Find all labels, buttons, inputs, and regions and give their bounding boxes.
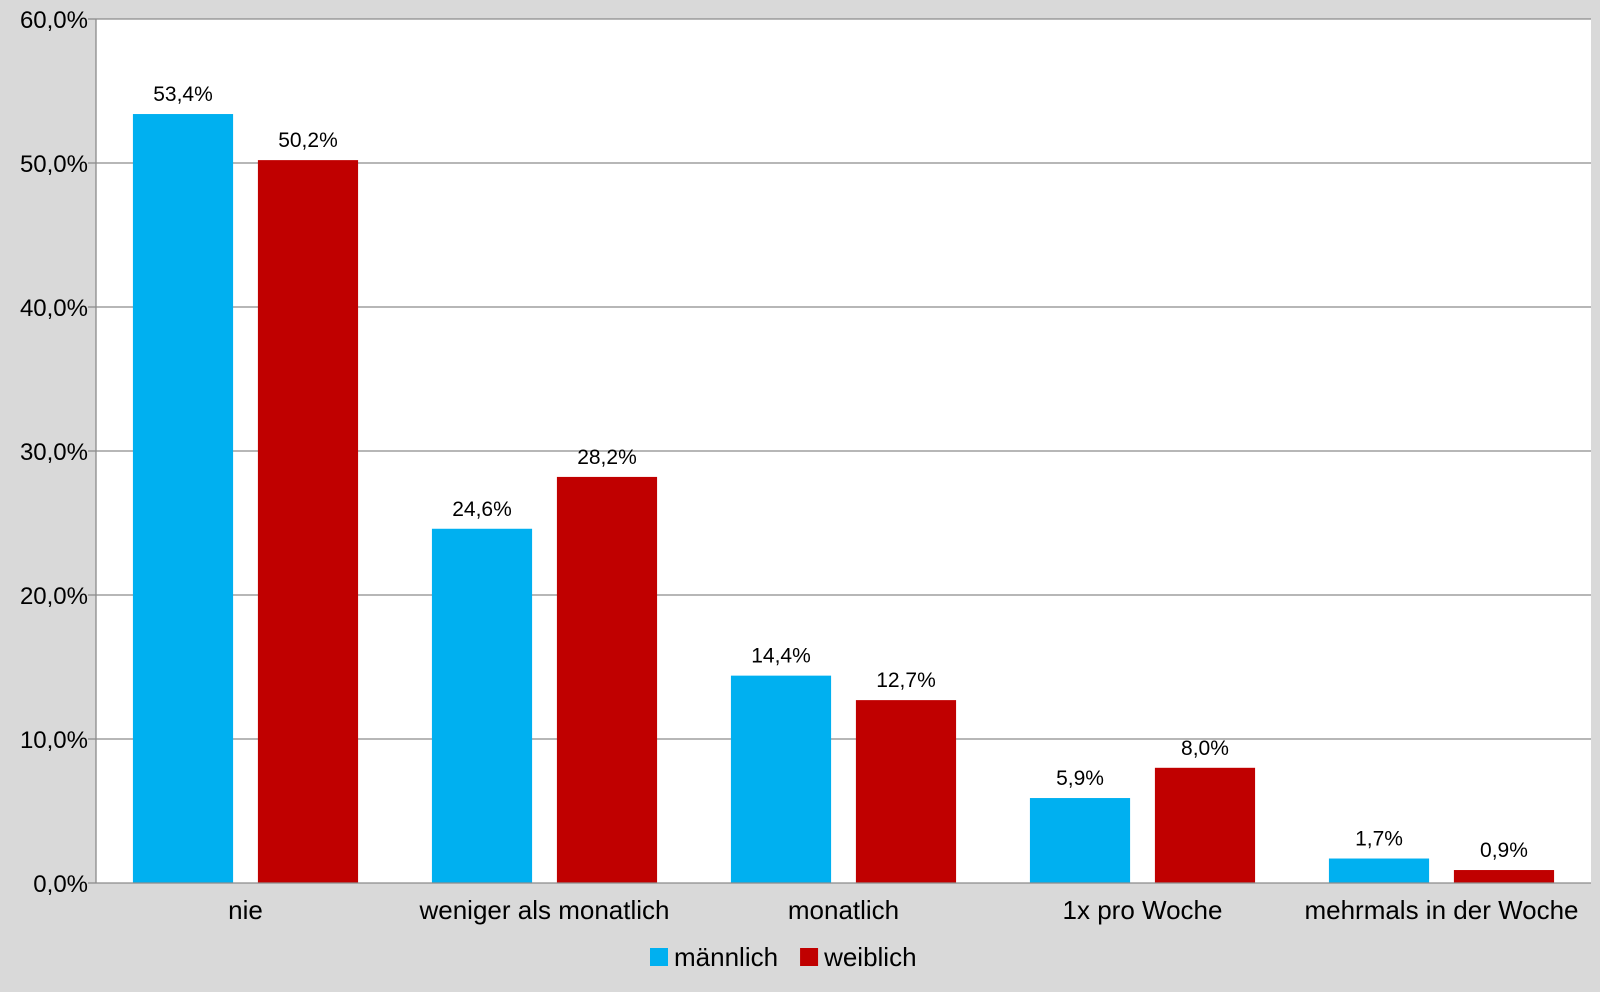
axes: 0,0% 10,0% 20,0% 30,0% 40,0% 50,0% 60,0% nie wen…	[20, 7, 1591, 925]
bar	[730, 675, 832, 883]
y-tick-label: 20,0%	[20, 583, 88, 610]
y-tick-label: 60,0%	[20, 7, 88, 34]
bar	[1154, 767, 1256, 883]
data-label: 53,4%	[153, 83, 213, 106]
bar	[257, 160, 359, 883]
data-label: 1,7%	[1355, 828, 1403, 851]
data-label: 8,0%	[1181, 737, 1229, 760]
data-label: 0,9%	[1480, 839, 1528, 862]
bar	[431, 528, 533, 883]
data-label: 50,2%	[278, 129, 338, 152]
x-category-label: monatlich	[788, 895, 899, 925]
data-label: 12,7%	[876, 669, 936, 692]
y-tick-label: 0,0%	[33, 871, 88, 898]
data-label: 14,4%	[751, 645, 811, 668]
legend-swatch	[800, 948, 819, 966]
bar	[855, 700, 957, 883]
data-label: 5,9%	[1056, 767, 1104, 790]
y-tick-label: 30,0%	[20, 439, 88, 466]
legend: männlich weiblich	[650, 942, 917, 972]
data-label: 24,6%	[452, 498, 512, 521]
legend-label: weiblich	[823, 942, 917, 972]
x-category-label: nie	[228, 895, 263, 925]
legend-swatch	[650, 948, 668, 966]
y-tick-label: 40,0%	[20, 295, 88, 322]
bar	[132, 114, 234, 884]
legend-label: männlich	[674, 942, 778, 972]
x-category-label: mehrmals in der Woche	[1304, 895, 1578, 925]
data-label: 28,2%	[577, 446, 637, 469]
x-category-label: 1x pro Woche	[1063, 895, 1223, 925]
y-tick-label: 50,0%	[20, 151, 88, 178]
bar	[1453, 870, 1555, 883]
bar	[556, 476, 658, 883]
x-category-label: weniger als monatlich	[418, 895, 669, 925]
bar	[1328, 858, 1430, 883]
y-tick-label: 10,0%	[20, 727, 88, 754]
bar	[1029, 798, 1131, 883]
bars: 53,4% 50,2% 24,6% 28,2% 14,4% 12,7% 5,9% 8,0% 1,…	[132, 83, 1555, 884]
